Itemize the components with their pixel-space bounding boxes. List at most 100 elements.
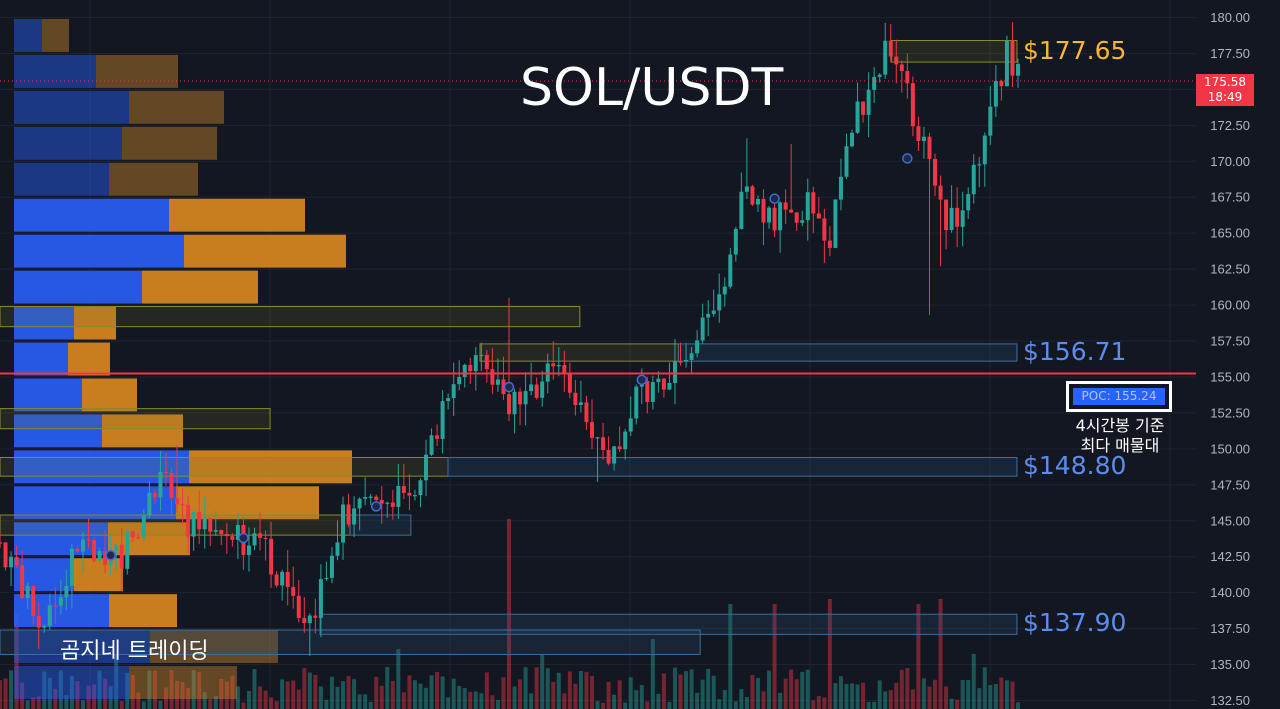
candle-countdown: 18:49 [1207, 90, 1243, 104]
y-tick-label-19: 132.50 [1210, 693, 1250, 708]
candle-67 [368, 493, 373, 505]
candle-30 [163, 452, 168, 486]
volume-bars [0, 519, 1020, 709]
volume-bar-118 [650, 639, 655, 709]
volume-bar-112 [617, 680, 622, 709]
volume-bar-91 [501, 677, 506, 709]
volume-bar-147 [811, 700, 816, 709]
marker-1 [238, 532, 249, 544]
candle-87 [479, 342, 484, 372]
marker-6 [902, 153, 913, 164]
volume-bar-167 [921, 678, 926, 709]
candle-body-108 [595, 437, 600, 439]
candle-129 [711, 289, 716, 317]
volume-bar-59 [324, 699, 329, 709]
volume-bar-184 [1016, 702, 1020, 709]
volume-bar-134 [739, 689, 744, 709]
level-label-137-90: $137.90 [1023, 607, 1127, 637]
candle-body-136 [750, 186, 755, 205]
vp-buy-10 [14, 378, 82, 412]
candle-92 [507, 297, 511, 422]
poc-note: 4시간봉 기준 최다 매물대 [1040, 416, 1200, 456]
volume-bar-64 [352, 679, 357, 709]
candle-body-45 [246, 545, 251, 556]
candle-body-139 [767, 207, 772, 223]
candle-120 [661, 377, 666, 398]
candle-73 [401, 463, 406, 500]
volume-bar-164 [905, 667, 910, 709]
volume-bar-68 [374, 676, 379, 709]
y-tick-label-13: 147.50 [1210, 477, 1250, 492]
candle-46 [252, 527, 257, 551]
y-tick-label-5: 167.50 [1210, 190, 1250, 205]
candle-81 [446, 393, 451, 410]
volume-bar-103 [567, 671, 572, 709]
candle-160 [883, 22, 888, 79]
candle-body-174 [960, 210, 965, 227]
candle-body-73 [401, 486, 406, 493]
current-price-tag[interactable]: 175.58 18:49 [1196, 74, 1254, 106]
candle-57 [313, 598, 318, 634]
candle-body-78 [429, 435, 434, 455]
candle-155 [855, 82, 860, 134]
volume-bar-14 [75, 681, 80, 709]
candle-173 [955, 187, 960, 248]
volume-bar-26 [141, 701, 146, 709]
candle-104 [573, 379, 578, 416]
candle-156 [861, 101, 866, 123]
vp-sell-8 [74, 306, 116, 340]
volume-bar-4 [20, 682, 25, 709]
vp-sell-4 [109, 162, 198, 196]
candle-52 [285, 550, 290, 606]
candle-body-162 [894, 56, 899, 65]
candle-body-81 [446, 398, 451, 402]
volume-bar-106 [584, 671, 589, 709]
candle-body-146 [805, 192, 810, 221]
candle-121 [667, 362, 672, 391]
volume-bar-126 [695, 692, 700, 709]
volume-bar-18 [97, 670, 102, 709]
volume-bar-5 [25, 700, 30, 709]
volume-bar-90 [495, 699, 500, 709]
candle-33 [180, 488, 185, 525]
volume-bar-84 [462, 688, 467, 709]
candle-162 [894, 39, 899, 84]
watermark-text: 곰지네 트레이딩 [60, 639, 209, 664]
candle-body-113 [623, 431, 628, 450]
zone-7 [0, 514, 351, 536]
candle-113 [623, 428, 628, 460]
candle-144 [794, 212, 799, 231]
candle-body-94 [518, 391, 523, 405]
candle-169 [933, 153, 938, 196]
candle-body-103 [567, 373, 572, 393]
candle-78 [429, 428, 434, 456]
candle-body-43 [235, 524, 240, 540]
price-axis[interactable]: 180.00177.50175.00172.50170.00167.50165.… [1210, 10, 1250, 708]
volume-bar-50 [274, 701, 279, 709]
volume-bar-148 [816, 696, 821, 709]
candle-body-82 [451, 384, 456, 399]
candle-42 [230, 533, 235, 547]
candle-88 [484, 350, 489, 383]
y-tick-label-16: 140.00 [1210, 585, 1250, 600]
vp-buy-3 [14, 126, 122, 160]
candle-body-119 [656, 378, 661, 383]
candle-body-161 [888, 40, 893, 57]
y-tick-label-10: 155.00 [1210, 369, 1250, 384]
volume-bar-120 [661, 673, 666, 709]
candle-34 [186, 495, 191, 554]
y-tick-label-7: 162.50 [1210, 262, 1250, 277]
candle-body-25 [136, 537, 141, 539]
volume-bar-145 [800, 671, 805, 709]
candle-43 [235, 512, 240, 560]
candle-84 [462, 363, 467, 388]
y-tick-label-14: 145.00 [1210, 513, 1250, 528]
candle-65 [357, 497, 362, 531]
candle-16 [86, 519, 91, 549]
volume-bar-73 [401, 692, 406, 709]
candle-body-49 [269, 538, 274, 575]
volume-bar-119 [656, 693, 661, 709]
volume-bar-99 [545, 668, 550, 709]
volume-bar-29 [158, 700, 163, 709]
